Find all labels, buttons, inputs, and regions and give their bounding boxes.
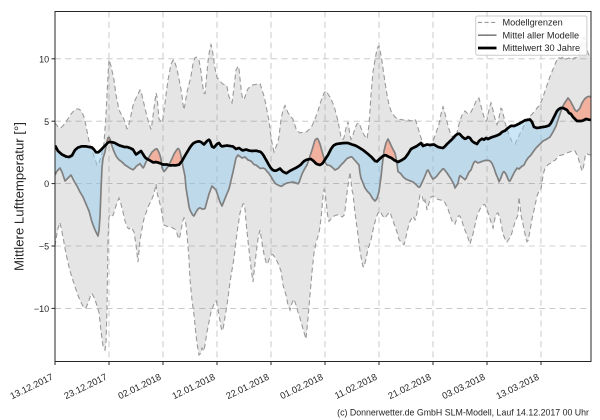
svg-text:10: 10: [39, 54, 49, 64]
svg-text:−5: −5: [39, 242, 49, 252]
svg-text:Mittlere Lufttemperatur [°]: Mittlere Lufttemperatur [°]: [12, 122, 27, 271]
svg-text:0: 0: [44, 179, 49, 189]
svg-text:Mittel aller Modelle: Mittel aller Modelle: [503, 30, 580, 40]
svg-text:Mittelwert 30 Jahre: Mittelwert 30 Jahre: [503, 43, 581, 53]
svg-text:5: 5: [44, 117, 49, 127]
svg-text:(c) Donnerwetter.de GmbH SLM-M: (c) Donnerwetter.de GmbH SLM-Modell, Lau…: [337, 408, 589, 418]
svg-text:−10: −10: [34, 304, 49, 314]
svg-text:Modellgrenzen: Modellgrenzen: [503, 18, 563, 28]
